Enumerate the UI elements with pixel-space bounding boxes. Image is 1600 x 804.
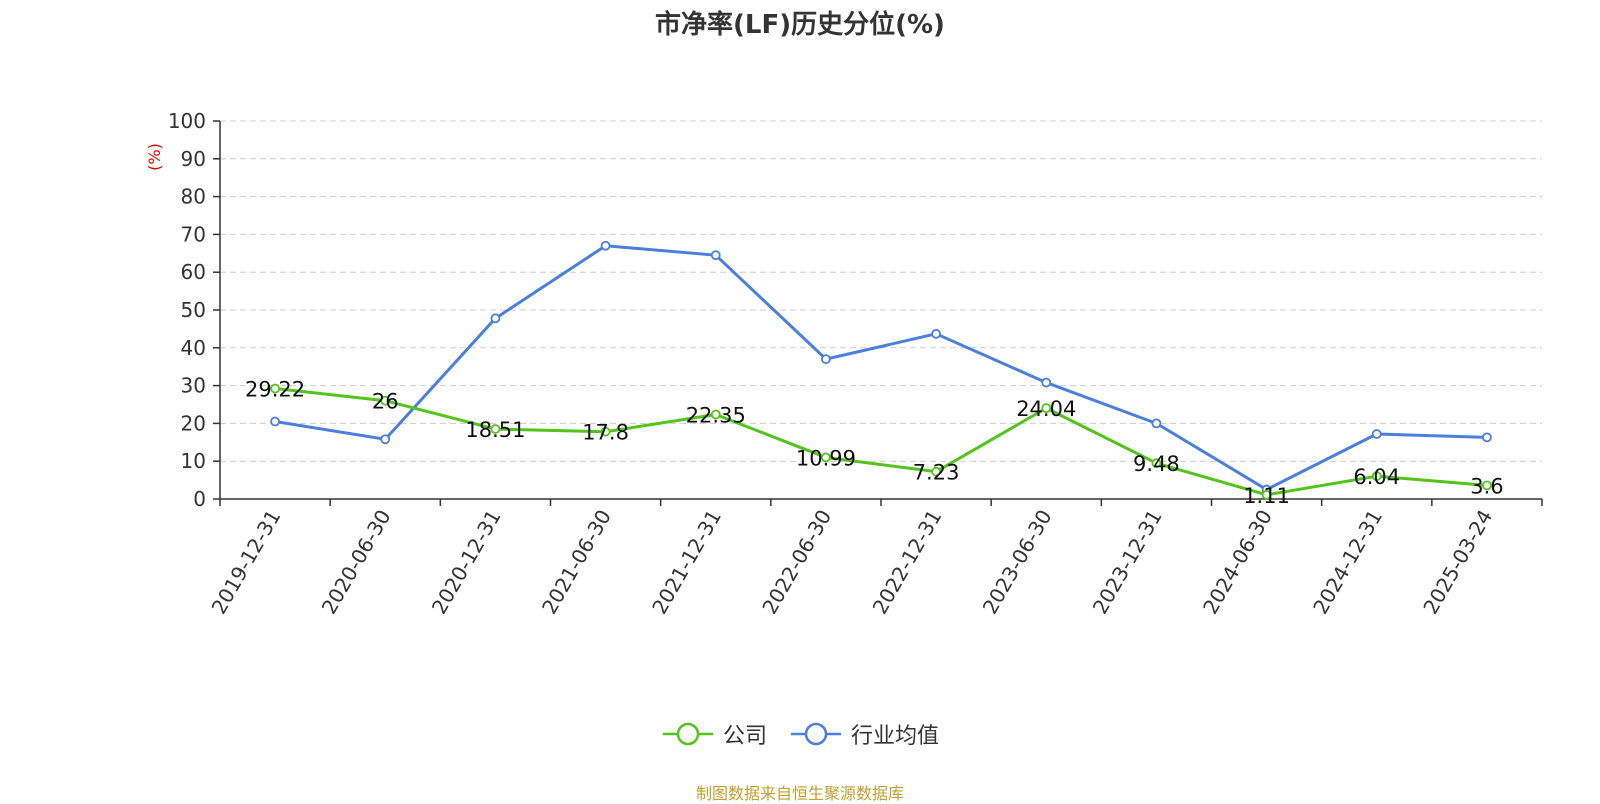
data-point bbox=[600, 240, 611, 251]
y-tick-label: 100 bbox=[168, 109, 206, 133]
x-tick-label: 2020-12-31 bbox=[427, 505, 506, 618]
data-point bbox=[490, 424, 501, 434]
legend-label: 公司 bbox=[722, 724, 767, 749]
data-point bbox=[270, 416, 280, 427]
x-tick-label: 2021-12-31 bbox=[647, 506, 726, 619]
y-tick-label: 0 bbox=[193, 487, 206, 511]
y-tick-label: 70 bbox=[181, 222, 206, 246]
x-tick-label: 2023-06-30 bbox=[978, 506, 1057, 619]
data-point bbox=[1371, 471, 1382, 482]
x-tick-label: 2022-12-31 bbox=[868, 505, 947, 618]
data-point bbox=[931, 328, 941, 339]
x-tick-label: 2022-06-30 bbox=[757, 506, 836, 619]
data-point bbox=[1041, 403, 1052, 414]
data-point bbox=[710, 250, 721, 261]
x-tick-label: 2020-06-30 bbox=[317, 506, 396, 619]
data-point bbox=[1041, 377, 1052, 388]
y-axis-label: (%) bbox=[145, 143, 164, 171]
data-point bbox=[380, 395, 391, 406]
x-tick-label: 2024-06-30 bbox=[1198, 506, 1277, 619]
legend-item[interactable]: 行业均值 bbox=[789, 718, 939, 750]
x-tick-label: 2024-12-31 bbox=[1308, 506, 1387, 619]
y-tick-label: 60 bbox=[181, 260, 206, 284]
data-point bbox=[1151, 458, 1162, 469]
data-label: 22.35 bbox=[686, 404, 746, 428]
data-label: 26 bbox=[372, 390, 399, 414]
y-tick-label: 90 bbox=[181, 147, 206, 171]
x-tick-label: 2025-03-24 bbox=[1418, 506, 1497, 619]
data-label: 18.51 bbox=[465, 418, 525, 442]
data-point bbox=[1261, 489, 1272, 500]
data-point bbox=[1482, 480, 1492, 491]
data-label: 7.23 bbox=[913, 461, 960, 485]
series-line bbox=[274, 244, 1487, 492]
axes: 0 10 20 30 40 50 60 70 80 90 100 2019-12-31 2020-06-… bbox=[168, 109, 1543, 619]
data-point bbox=[1371, 429, 1382, 439]
y-tick-label: 30 bbox=[181, 374, 206, 398]
x-tick-label: 2019-12-31 bbox=[207, 506, 286, 619]
data-point bbox=[380, 434, 391, 445]
data-label: 17.8 bbox=[582, 421, 629, 445]
legend-label: 行业均值 bbox=[851, 724, 940, 749]
data-labels: 29.22 26 18.51 17.8 22.35 10.99 7.23 24.04 9.48 1… bbox=[245, 378, 1504, 508]
data-point bbox=[821, 452, 831, 463]
chart-title: 市净率(LF)历史分位(%) bbox=[655, 10, 945, 40]
data-label: 29.22 bbox=[245, 378, 305, 402]
y-tick-label: 40 bbox=[181, 336, 206, 360]
data-point bbox=[931, 466, 941, 477]
data-point bbox=[1151, 418, 1162, 429]
data-point bbox=[600, 426, 611, 437]
data-label: 1.11 bbox=[1243, 484, 1290, 508]
data-point bbox=[821, 354, 831, 365]
data-point bbox=[1482, 432, 1492, 443]
data-point bbox=[270, 383, 280, 394]
data-label: 24.04 bbox=[1016, 397, 1076, 421]
y-tick-label: 10 bbox=[181, 449, 206, 473]
data-label: 6.04 bbox=[1353, 465, 1400, 489]
series-line bbox=[274, 387, 1488, 497]
x-tick-label: 2021-06-30 bbox=[537, 506, 616, 619]
y-tick-label: 80 bbox=[181, 185, 206, 209]
source-note: 制图数据来自恒生聚源数据库 bbox=[695, 784, 904, 803]
legend-symbol bbox=[662, 722, 713, 746]
grid-lines bbox=[220, 120, 1542, 462]
x-tick-label: 2023-12-31 bbox=[1088, 506, 1167, 619]
data-label: 10.99 bbox=[796, 446, 856, 470]
series-lines bbox=[270, 240, 1492, 500]
data-point bbox=[710, 409, 721, 420]
legend-item[interactable]: 公司 bbox=[661, 718, 767, 750]
y-tick-label: 20 bbox=[181, 411, 206, 435]
legend-symbol bbox=[791, 722, 841, 746]
y-tick-label: 50 bbox=[181, 298, 206, 322]
data-point bbox=[490, 313, 501, 324]
data-label: 9.48 bbox=[1133, 452, 1180, 476]
data-label: 3.6 bbox=[1470, 474, 1503, 498]
legend: 公司 行业均值 bbox=[0, 718, 1600, 750]
